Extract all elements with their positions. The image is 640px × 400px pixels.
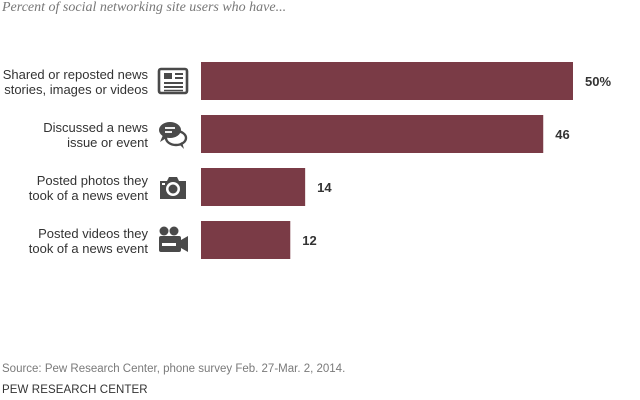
value-label-2: 46 — [555, 127, 569, 142]
newspaper-icon — [157, 67, 189, 95]
video-camera-icon — [159, 226, 188, 252]
bar-4 — [201, 221, 291, 259]
camera-icon — [160, 177, 186, 199]
bar-3 — [201, 168, 306, 206]
category-label-4: Posted videos they took of a news event — [29, 226, 149, 256]
category-label-1: Shared or reposted news stories, images o… — [3, 67, 149, 97]
chart-subtitle: Percent of social networking site users … — [2, 0, 287, 15]
source-note: Source: Pew Research Center, phone surve… — [2, 363, 346, 375]
value-label-4: 12 — [302, 233, 316, 248]
organization-label: PEW RESEARCH CENTER — [2, 384, 148, 396]
bar-2 — [201, 115, 544, 153]
bar-chart: 50% Shared or reposted news stories, image… — [3, 62, 611, 259]
bar-1 — [201, 62, 573, 100]
value-label-3: 14 — [317, 180, 332, 195]
category-label-2: Discussed a news issue or event — [43, 120, 148, 150]
value-label-1: 50% — [585, 74, 611, 89]
speech-bubbles-icon — [159, 122, 188, 149]
category-label-3: Posted photos they took of a news event — [29, 173, 149, 203]
